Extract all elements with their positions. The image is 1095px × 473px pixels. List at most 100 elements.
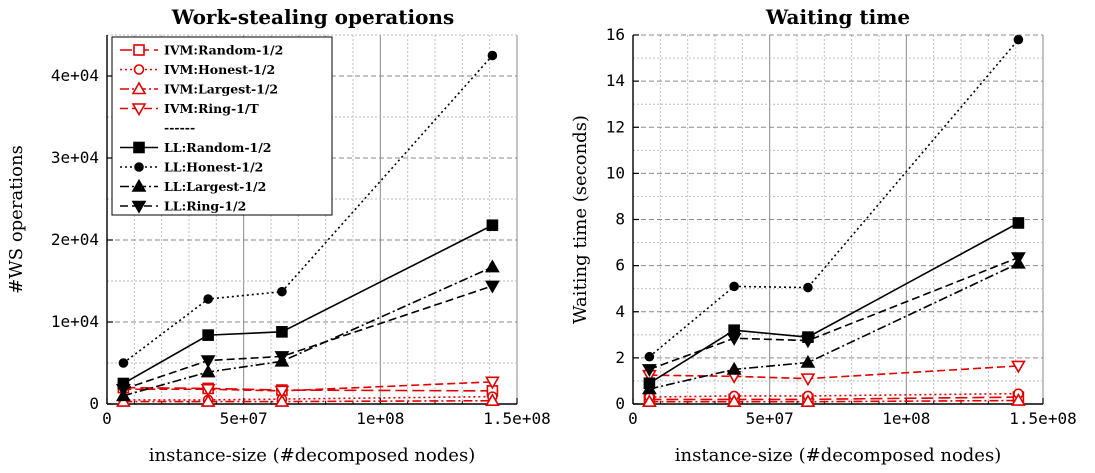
- data-point-ll-random-1-2: [202, 329, 214, 341]
- data-point-ll-ring-1-2: [1011, 252, 1026, 266]
- series-line-ll-honest-1-2: [648, 39, 1020, 358]
- series-line-ll-random-1-2: [123, 224, 493, 385]
- y-tick-label: 12: [606, 117, 625, 136]
- series-ivm-honest-1-2: [118, 391, 498, 406]
- data-point-ll-random-1-2: [486, 219, 499, 232]
- x-axis-label: instance-size (#decomposed nodes): [149, 445, 475, 466]
- legend-marker: [133, 64, 145, 75]
- y-tick-label: 2: [615, 348, 625, 367]
- y-tick-label: 2e+04: [51, 230, 99, 249]
- data-point-ll-random-1-2: [276, 326, 288, 338]
- series-ivm-random-1-2: [643, 391, 1025, 406]
- series-ll-random-1-2: [643, 217, 1025, 390]
- series-line-ivm-ring-1-t: [123, 381, 493, 392]
- x-tick-label: 5e+07: [220, 409, 268, 428]
- legend-marker: [131, 103, 147, 117]
- y-tick-label: 0: [615, 394, 625, 413]
- x-tick-label: 5e+07: [746, 409, 794, 428]
- y-tick-label: 14: [606, 71, 625, 90]
- chart-title: Work-stealing operations: [171, 5, 454, 29]
- series-line-ll-ring-1-2: [649, 256, 1019, 371]
- legend-label: LL:Ring-1/2: [164, 199, 246, 214]
- x-tick-label: 1.5e+08: [1009, 409, 1076, 428]
- series-group: [116, 50, 500, 407]
- data-point-ivm-ring-1-t: [200, 383, 216, 397]
- chart-waiting-time: 0 5e+07 1e+08 1.5e+08 0 2 4 6 8 10 12 14 16 Waiting t…: [570, 5, 1077, 466]
- data-point-ll-ring-1-2: [116, 383, 131, 397]
- legend-marker: [133, 141, 145, 154]
- data-point-ll-largest-1-2: [200, 364, 216, 378]
- data-point-ivm-ring-1-t: [800, 373, 816, 387]
- series-ll-ring-1-2: [642, 252, 1026, 378]
- legend-separator: ------: [164, 120, 195, 135]
- legend-entry-ivm-honest-1-2: IVM:Honest-1/2: [120, 62, 275, 77]
- x-tick-label: 0: [628, 409, 638, 428]
- data-point-ivm-largest-1-2: [200, 393, 216, 407]
- y-tick-label: 16: [606, 25, 625, 44]
- y-tick-label: 4e+04: [51, 66, 99, 85]
- legend-marker: [133, 44, 145, 56]
- series-line-ll-largest-1-2: [123, 266, 493, 397]
- data-point-ll-honest-1-2: [644, 351, 655, 362]
- series-line-ivm-random-1-2: [123, 386, 493, 392]
- data-point-ll-ring-1-2: [642, 364, 657, 378]
- series-line-ll-random-1-2: [648, 222, 1019, 384]
- data-point-ll-largest-1-2: [485, 259, 500, 273]
- series-line-ivm-ring-1-t: [649, 365, 1019, 380]
- data-point-ll-honest-1-2: [277, 286, 287, 297]
- data-point-ll-ring-1-2: [485, 280, 500, 294]
- y-tick-label: 8: [615, 210, 625, 229]
- legend-label: IVM:Honest-1/2: [164, 62, 275, 77]
- data-point-ll-largest-1-2: [726, 361, 742, 375]
- y-tick-label: 10: [606, 163, 625, 182]
- data-point-ivm-ring-1-t: [1011, 360, 1026, 374]
- legend-marker: [131, 178, 147, 192]
- series-ll-ring-1-2: [116, 280, 500, 397]
- y-axis-label: Waiting time (seconds): [570, 115, 591, 324]
- series-ll-honest-1-2: [118, 50, 498, 368]
- y-axis-label: #WS operations: [6, 145, 27, 294]
- y-tick-label: 6: [615, 256, 625, 275]
- legend-entry-ivm-ring-1-t: IVM:Ring-1/T: [120, 101, 259, 117]
- data-point-ll-random-1-2: [1012, 217, 1025, 229]
- series-ll-largest-1-2: [642, 255, 1026, 395]
- legend-label: LL:Largest-1/2: [164, 179, 266, 194]
- data-point-ll-ring-1-2: [726, 332, 742, 346]
- x-tick-label: 1e+08: [882, 409, 930, 428]
- legend-label: IVM:Largest-1/2: [164, 82, 278, 97]
- series-ivm-largest-1-2: [642, 392, 1026, 407]
- data-point-ivm-largest-1-2: [1011, 392, 1026, 406]
- y-tick-label: 4: [615, 302, 625, 321]
- legend-entry-ll-honest-1-2: LL:Honest-1/2: [120, 160, 263, 175]
- series-line-ll-ring-1-2: [123, 285, 493, 390]
- chart-work-stealing: 0 5e+07 1e+08 1.5e+08 0 1e+04 2e+04 3e+04 4e+04 W…: [6, 5, 551, 466]
- legend-entry-ll-ring-1-2: LL:Ring-1/2: [120, 199, 246, 214]
- chart-title: Waiting time: [765, 5, 910, 29]
- legend-entry-ivm-largest-1-2: IVM:Largest-1/2: [120, 81, 278, 97]
- series-line-ivm-largest-1-2: [123, 399, 493, 403]
- legend-box: [111, 36, 333, 216]
- data-point-ll-honest-1-2: [803, 282, 813, 293]
- legend-entry-ivm-random-1-2: IVM:Random-1/2: [120, 43, 283, 58]
- data-point-ll-largest-1-2: [642, 381, 657, 395]
- legend-marker: [131, 200, 147, 214]
- data-point-ll-honest-1-2: [487, 50, 498, 61]
- legend: IVM:Random-1/2 IVM:Honest-1/2 IVM:Largest-…: [111, 36, 333, 216]
- data-point-ivm-largest-1-2: [642, 394, 657, 407]
- x-axis-label: instance-size (#decomposed nodes): [675, 445, 1001, 466]
- data-point-ll-largest-1-2: [800, 354, 816, 368]
- data-point-ll-ring-1-2: [200, 355, 216, 369]
- data-point-ll-honest-1-2: [118, 358, 129, 368]
- data-point-ll-ring-1-2: [274, 351, 290, 365]
- legend-label: LL:Honest-1/2: [164, 160, 263, 175]
- data-point-ivm-ring-1-t: [485, 376, 500, 390]
- legend-entry-ll-largest-1-2: LL:Largest-1/2: [120, 178, 266, 194]
- y-tick-label: 1e+04: [51, 312, 99, 331]
- data-point-ll-honest-1-2: [203, 294, 213, 304]
- data-point-ivm-largest-1-2: [274, 393, 290, 407]
- legend-entry-ll-random-1-2: LL:Random-1/2: [120, 140, 272, 155]
- series-line-ivm-honest-1-2: [123, 395, 493, 401]
- data-point-ivm-ring-1-t: [274, 385, 290, 399]
- legend-label: IVM:Random-1/2: [164, 43, 283, 58]
